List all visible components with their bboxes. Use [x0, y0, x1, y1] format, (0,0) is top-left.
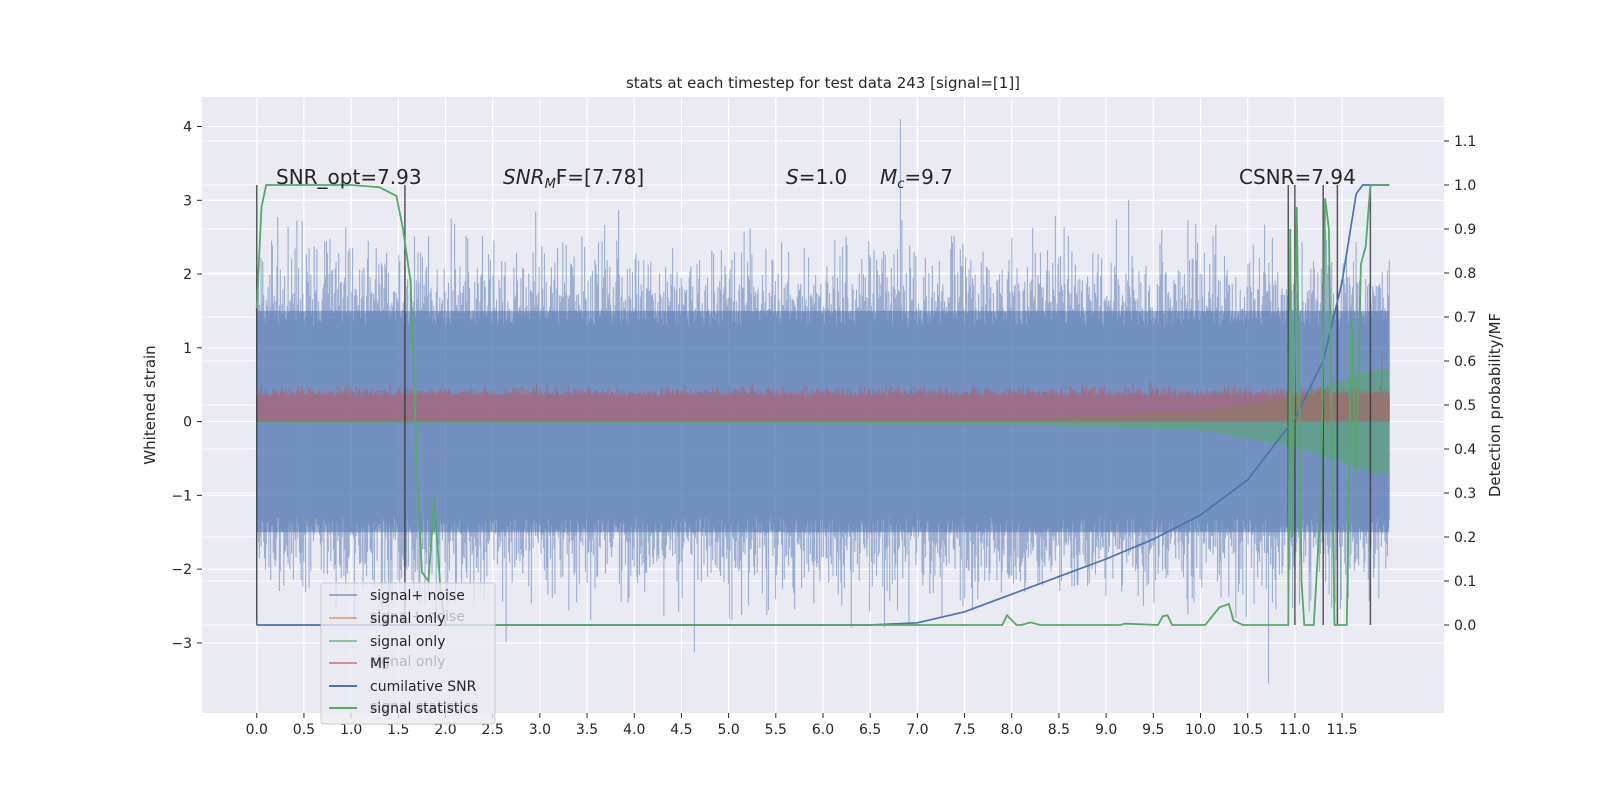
x-tick-label: 6.5 — [859, 722, 881, 738]
annotation-mc: Mc=9.7 — [880, 165, 953, 192]
x-tick-label: 3.5 — [576, 722, 598, 738]
x-tick-label: 1.5 — [387, 722, 409, 738]
x-tick-label: 7.5 — [953, 722, 975, 738]
x-tick-label: 2.5 — [482, 722, 504, 738]
x-tick-label: 9.0 — [1095, 722, 1117, 738]
legend-box — [320, 582, 496, 725]
annotation-snr-mf: SNRMF=[7.78] — [503, 165, 644, 192]
x-tick-label: 9.5 — [1142, 722, 1164, 738]
y-right-tick-label: 0.0 — [1454, 618, 1476, 634]
x-tick-label: 5.0 — [717, 722, 739, 738]
x-tick-label: 11.0 — [1279, 722, 1310, 738]
y-left-tick-label: −1 — [171, 488, 192, 504]
y-right-tick-label: 1.1 — [1454, 134, 1476, 150]
x-tick-label: 7.0 — [906, 722, 928, 738]
legend-ghost-text: signal statistics — [370, 699, 478, 715]
annotation-s-prefix: S — [786, 165, 799, 189]
y-right-tick-label: 0.9 — [1454, 222, 1476, 238]
annotation-snr-mf-prefix: SNR — [503, 165, 545, 189]
annotation-mc-prefix: M — [880, 165, 897, 189]
cumulative-snr-line — [256, 184, 1390, 626]
y-axis-label-right: Detection probability/MF — [1486, 313, 1504, 497]
annotation-csnr: CSNR=7.94 — [1239, 165, 1356, 189]
annotation-snr-opt: SNR_opt=7.93 — [276, 165, 422, 189]
y-right-tick-label: 0.4 — [1454, 442, 1476, 458]
y-left-tick-label: −3 — [171, 636, 192, 652]
annotation-mc-suffix: =9.7 — [904, 165, 953, 189]
y-left-tick-label: 0 — [183, 415, 192, 431]
legend-label-signal-noise: signal+ noise — [370, 588, 465, 604]
chart-marks — [255, 119, 1390, 684]
y-axis-label-left: Whitened strain — [141, 345, 159, 464]
annotation-snr-mf-sub: M — [545, 177, 556, 192]
annotation-s: S=1.0 — [786, 165, 847, 189]
x-tick-label: 10.5 — [1232, 722, 1263, 738]
axis-ticks: 0.0 0.5 1.0 1.5 2.0 2.5 3.0 3.5 4.0 4.5 5.0 5.5 6.0 6… — [171, 120, 1476, 738]
y-right-tick-label: 0.5 — [1454, 398, 1476, 414]
y-right-tick-label: 0.2 — [1454, 530, 1476, 546]
x-tick-label: 1.0 — [340, 722, 362, 738]
annotation-snr-mf-suffix: F=[7.78] — [556, 165, 644, 189]
legend-ghost-text: signal+ noise — [370, 609, 465, 625]
y-left-tick-label: 3 — [183, 193, 192, 209]
x-tick-label: 4.5 — [670, 722, 692, 738]
legend-label-signal-statistics: signal statistics — [370, 701, 478, 717]
legend-label-signal-only-green: signal only — [370, 634, 445, 650]
y-right-tick-label: 0.3 — [1454, 486, 1476, 502]
y-right-tick-label: 0.6 — [1454, 354, 1476, 370]
x-tick-label: 0.0 — [246, 722, 268, 738]
y-right-tick-label: 0.8 — [1454, 266, 1476, 282]
y-left-tick-label: −2 — [171, 562, 192, 578]
x-tick-label: 10.0 — [1185, 722, 1216, 738]
legend-label-signal-only-orange: signal only — [370, 611, 445, 627]
x-tick-label: 8.0 — [1001, 722, 1023, 738]
legend-ghost-text: signal only — [370, 654, 445, 670]
chart-title: stats at each timestep for test data 243… — [626, 74, 1020, 92]
annotation-mc-sub: c — [897, 177, 904, 192]
legend: signal+ noise signal only signal statist… — [320, 582, 496, 725]
x-tick-label: 5.5 — [765, 722, 787, 738]
x-tick-label: 8.5 — [1048, 722, 1070, 738]
signal-statistics-line — [255, 184, 1390, 626]
legend-label-mf: MF — [370, 656, 390, 672]
x-tick-label: 6.0 — [812, 722, 834, 738]
y-left-tick-label: 2 — [183, 267, 192, 283]
x-tick-label: 3.0 — [529, 722, 551, 738]
y-right-tick-label: 1.0 — [1454, 178, 1476, 194]
x-tick-label: 0.5 — [293, 722, 315, 738]
x-tick-label: 2.0 — [434, 722, 456, 738]
x-tick-label: 4.0 — [623, 722, 645, 738]
y-left-tick-label: 4 — [183, 120, 192, 136]
legend-label-cumulative-snr: cumilative SNR — [370, 679, 477, 695]
y-right-tick-label: 0.1 — [1454, 574, 1476, 590]
annotation-s-suffix: =1.0 — [799, 165, 848, 189]
x-tick-label: 11.5 — [1326, 722, 1357, 738]
y-left-tick-label: 1 — [183, 341, 192, 357]
y-right-tick-label: 0.7 — [1454, 310, 1476, 326]
